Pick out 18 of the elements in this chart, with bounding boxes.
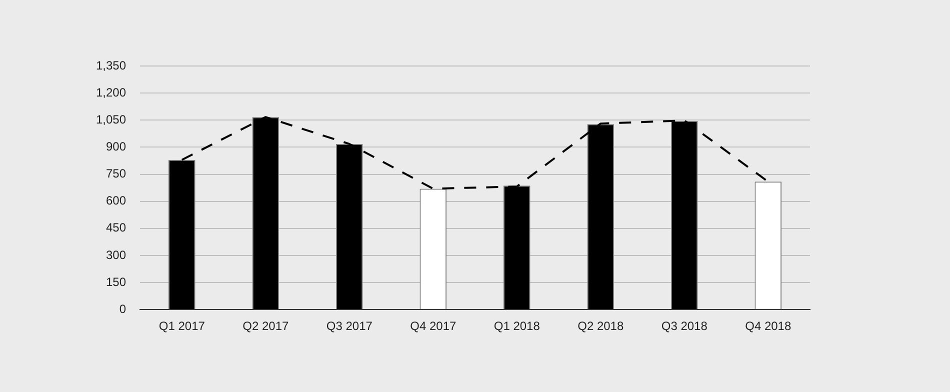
x-tick-label: Q1 2018 xyxy=(494,319,540,334)
y-tick-label: 300 xyxy=(106,248,126,262)
x-tick-label: Q1 2017 xyxy=(158,319,206,334)
y-tick-label: 600 xyxy=(106,194,126,208)
x-tick-label: Q3 2017 xyxy=(326,319,373,334)
y-tick-label: 1,350 xyxy=(96,58,126,72)
y-tick-label: 1,050 xyxy=(96,112,126,126)
y-tick-label: 750 xyxy=(106,166,126,181)
x-tick-label: Q2 2017 xyxy=(242,319,289,334)
y-tick-label: 0 xyxy=(119,302,126,316)
x-tick-label: Q4 2017 xyxy=(410,319,456,334)
y-tick-label: 1,200 xyxy=(96,85,126,100)
y-tick-label: 900 xyxy=(106,140,126,154)
x-tick-label: Q2 2018 xyxy=(578,319,624,334)
y-tick-label: 150 xyxy=(106,274,126,289)
x-tick-label: Q3 2018 xyxy=(661,319,708,334)
x-tick-label: Q4 2018 xyxy=(745,319,792,334)
y-tick-label: 450 xyxy=(106,220,126,235)
